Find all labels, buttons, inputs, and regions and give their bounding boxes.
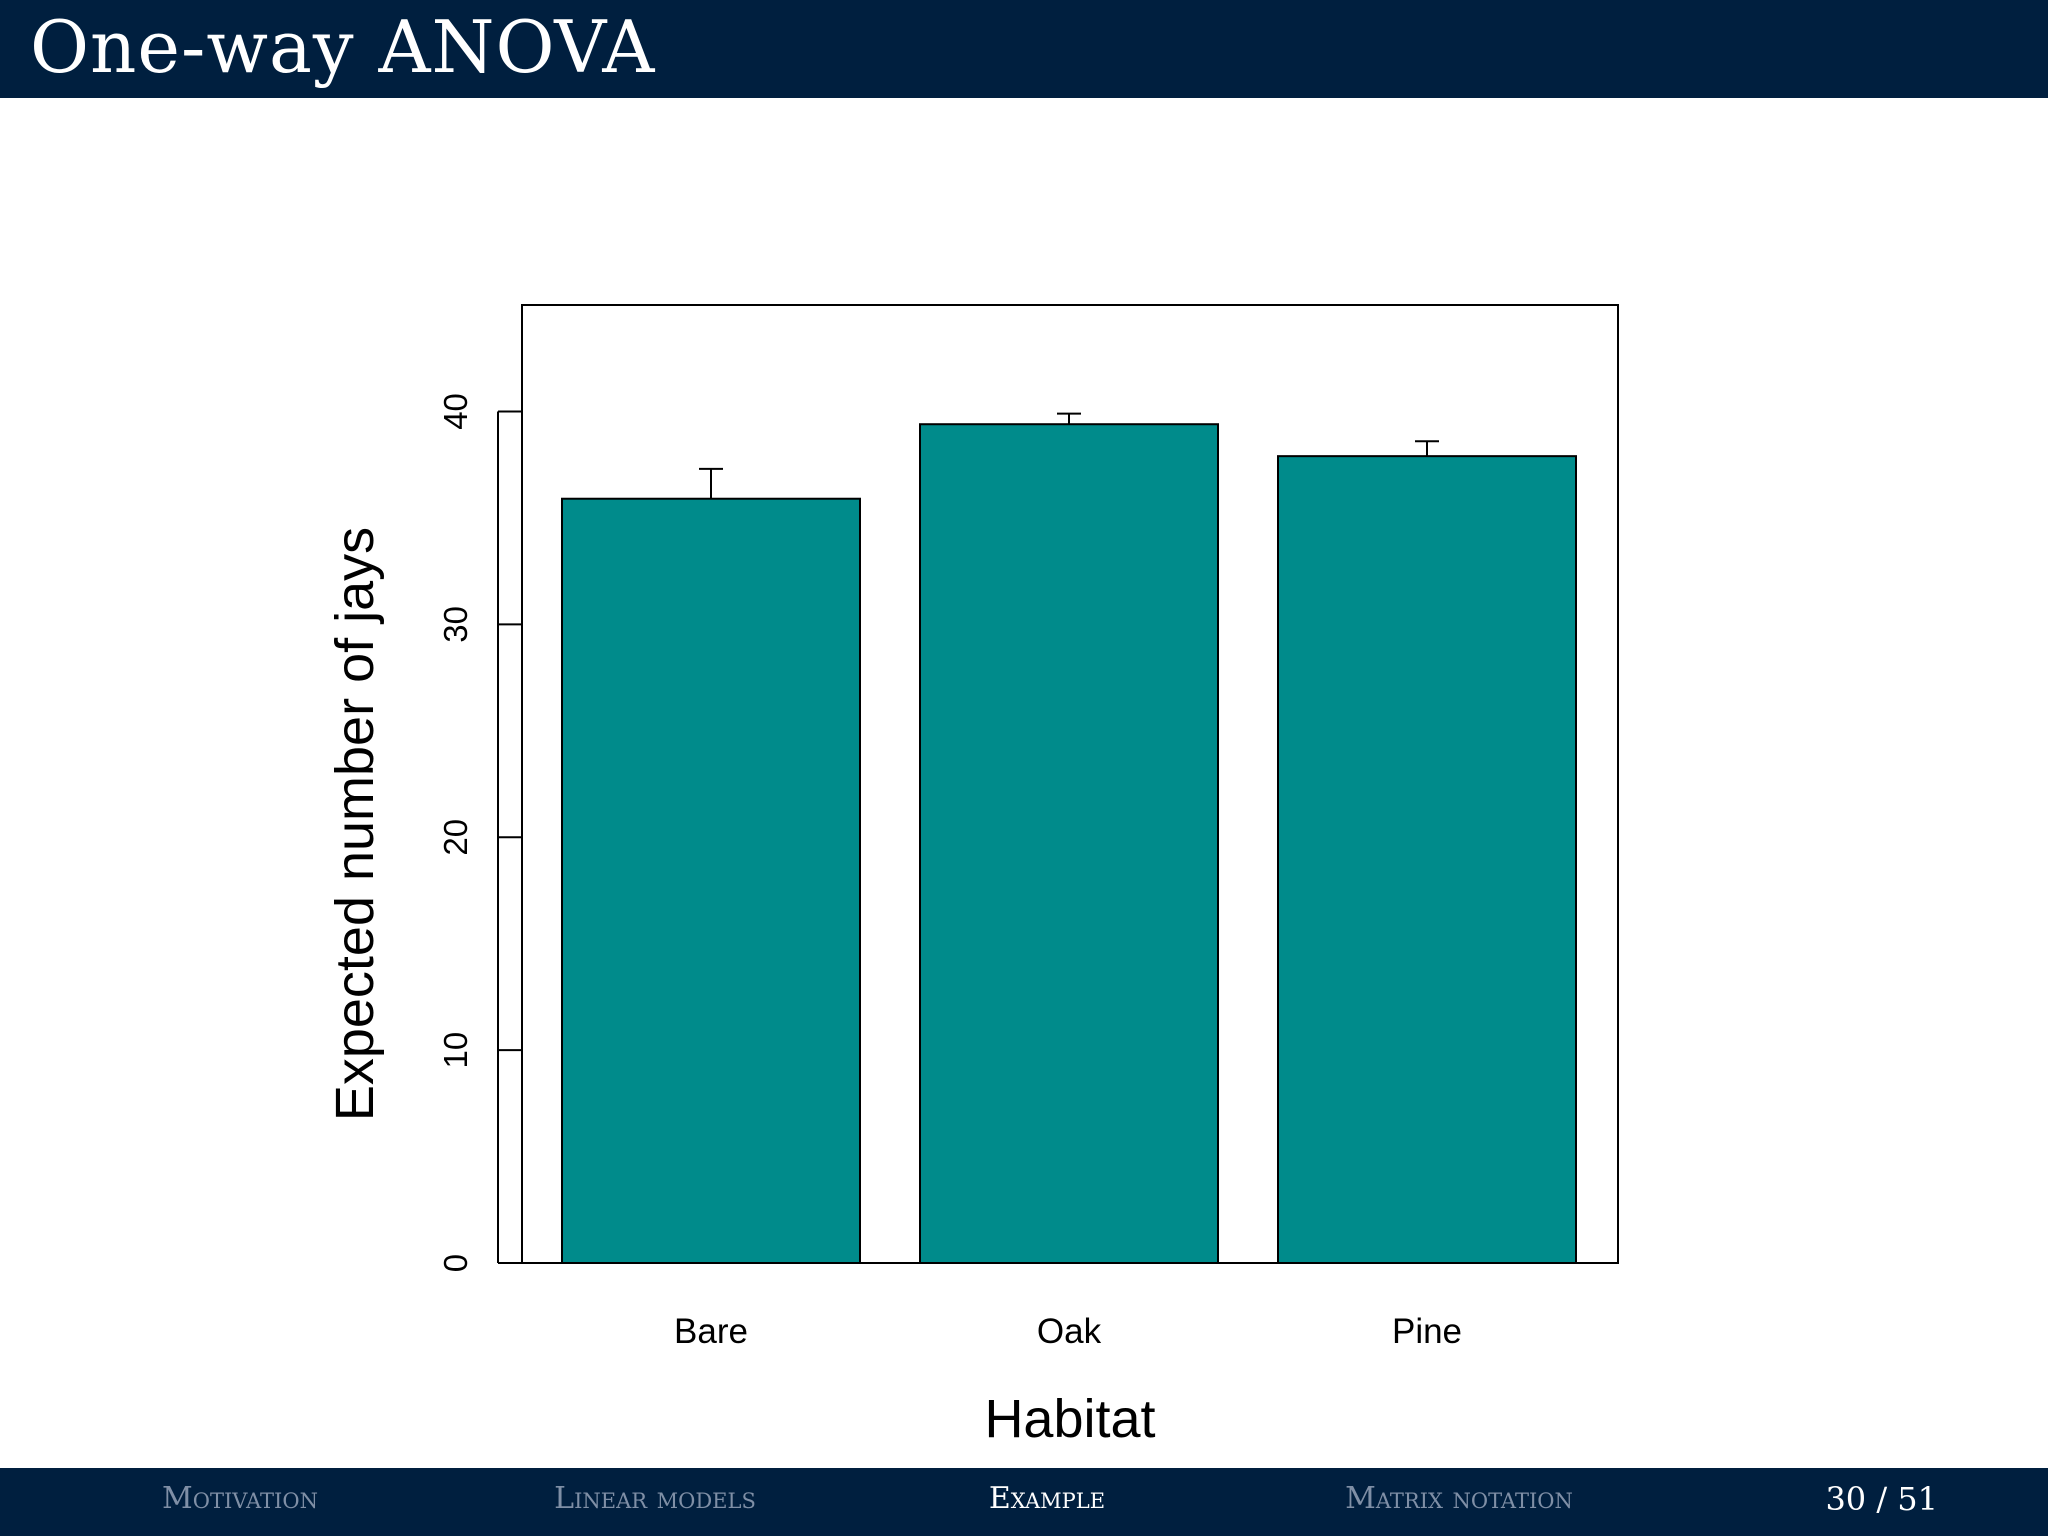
x-axis-labels: Bare Oak Pine (674, 1312, 1462, 1351)
footer-nav-motivation[interactable]: Motivation (162, 1481, 318, 1516)
y-tick-label-10: 10 (437, 1032, 474, 1069)
error-bars-layer (699, 412, 1439, 499)
footer-nav-linear-models[interactable]: Linear models (554, 1481, 756, 1516)
y-tick-label-30: 30 (437, 606, 474, 643)
x-tick-label-pine: Pine (1392, 1312, 1462, 1351)
x-tick-label-bare: Bare (674, 1312, 748, 1351)
y-axis: 0 10 20 30 40 (437, 393, 522, 1272)
error-bar-pine (1415, 440, 1439, 457)
plot-frame (521, 304, 1619, 1264)
slide-title: One-way ANOVA (30, 5, 656, 89)
x-axis-title: Habitat (984, 1389, 1155, 1449)
chart-area: 0 10 20 30 40 Bare Oak Pine Expected number of… (0, 98, 2048, 1468)
bar-pine (1277, 455, 1577, 1264)
page-number: 30 / 51 (1825, 1480, 1938, 1518)
error-bar-oak (1057, 412, 1081, 425)
slide-header: One-way ANOVA (0, 0, 2048, 98)
bar-bare (561, 497, 861, 1264)
y-tick-label-0: 0 (437, 1254, 474, 1272)
bar-oak (919, 423, 1219, 1264)
y-tick-label-20: 20 (437, 819, 474, 856)
slide-footer: Motivation Linear models Example Matrix … (0, 1468, 2048, 1536)
bars-layer (561, 423, 1577, 1264)
bar-chart: 0 10 20 30 40 Bare Oak Pine Expected number of… (325, 304, 1619, 1449)
footer-nav-example[interactable]: Example (988, 1481, 1106, 1516)
footer-nav-matrix-notation[interactable]: Matrix notation (1345, 1481, 1573, 1516)
x-tick-label-oak: Oak (1037, 1312, 1102, 1351)
y-axis-title: Expected number of jays (325, 527, 385, 1121)
y-tick-label-40: 40 (437, 393, 474, 430)
error-bar-bare (699, 467, 723, 499)
